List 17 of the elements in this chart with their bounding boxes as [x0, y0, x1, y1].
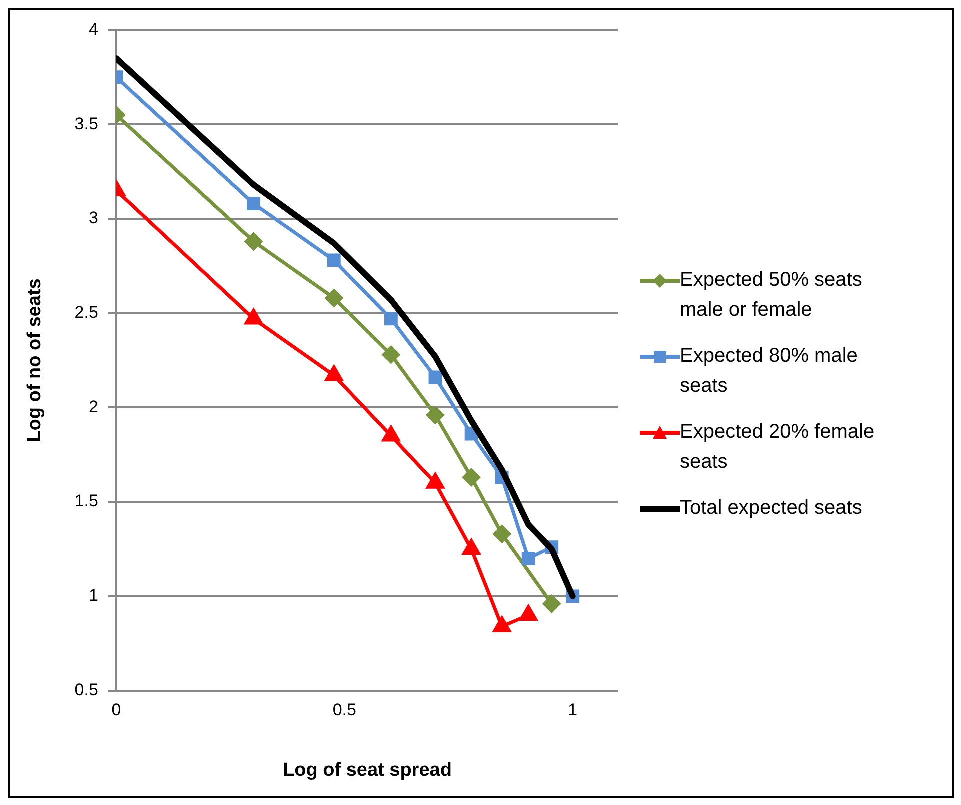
y-tick-label: 2 [88, 397, 98, 416]
y-axis-title: Log of no of seats [24, 278, 46, 442]
x-tick-label: 0.5 [332, 700, 356, 720]
y-tick-label: 2.5 [74, 303, 98, 322]
legend-label: Expected 50% seats male or female [680, 268, 864, 323]
legend-label: Total expected seats [680, 496, 862, 521]
legend-label: Expected 20% female seats [680, 420, 876, 475]
y-tick-label: 4 [88, 20, 98, 39]
y-tick-label: 3 [88, 208, 98, 228]
x-tick-label: 1 [568, 700, 578, 720]
y-tick-label: 1 [88, 586, 98, 606]
y-tick-label: 1.5 [74, 492, 98, 511]
x-tick-label: 0 [112, 700, 122, 720]
y-tick-label: 0.5 [74, 680, 98, 700]
x-axis-title: Log of seat spread [283, 760, 452, 781]
legend-label: Expected 80% male seats [680, 344, 859, 399]
y-tick-label: 3.5 [74, 114, 98, 134]
